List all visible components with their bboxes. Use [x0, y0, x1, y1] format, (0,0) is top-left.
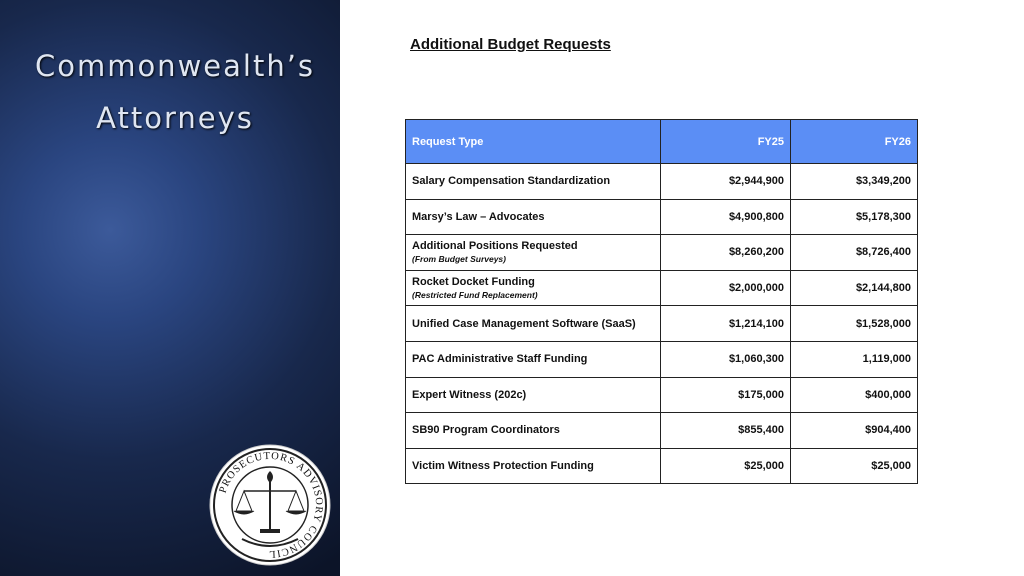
fy25-cell: $25,000	[660, 447, 791, 485]
header-cell: Request Type	[405, 119, 661, 164]
fy26-cell: $25,000	[790, 447, 918, 485]
seal: PROSECUTORS ADVISORY COUNCIL	[209, 444, 331, 566]
request-type-cell: SB90 Program Coordinators	[405, 412, 661, 449]
fy26-cell: $8,726,400	[790, 234, 918, 271]
request-type: PAC Administrative Staff Funding	[412, 353, 588, 366]
table-row: PAC Administrative Staff Funding $1,060,3…	[405, 340, 918, 378]
fy25-cell: $855,400	[660, 412, 791, 449]
request-type-cell: Salary Compensation Standardization	[405, 163, 661, 200]
fy26-cell: $1,528,000	[790, 305, 918, 342]
request-type-cell: Marsy’s Law – Advocates	[405, 198, 661, 236]
table-row: Marsy’s Law – Advocates $4,900,800 $5,178,…	[405, 198, 918, 236]
request-note: (Restricted Fund Replacement)	[412, 290, 538, 301]
fy25-cell: $2,000,000	[660, 269, 791, 307]
request-type: Rocket Docket Funding	[412, 276, 535, 289]
table-row: Additional Positions Requested (From Budg…	[405, 234, 918, 271]
request-type: Victim Witness Protection Funding	[412, 460, 594, 473]
request-type-cell: Victim Witness Protection Funding	[405, 447, 661, 485]
request-type: Marsy’s Law – Advocates	[412, 210, 545, 223]
table-row: Salary Compensation Standardization $2,94…	[405, 163, 918, 200]
request-type-cell: Unified Case Management Software (SaaS)	[405, 305, 661, 342]
sidebar-title: Commonwealth’s Attorneys	[34, 49, 316, 135]
request-note: (From Budget Surveys)	[412, 254, 506, 265]
fy25-cell: $4,900,800	[660, 198, 791, 236]
fy26-cell: $904,400	[790, 412, 918, 449]
table-row: Expert Witness (202c) $175,000 $400,000	[405, 376, 918, 414]
heading: Additional Budget Requests	[410, 36, 611, 53]
table-row: Unified Case Management Software (SaaS) $…	[405, 305, 918, 342]
request-type: Unified Case Management Software (SaaS)	[412, 317, 636, 330]
fy26-cell: $2,144,800	[790, 269, 918, 307]
fy26-cell: $400,000	[790, 376, 918, 414]
fy25-cell: $175,000	[660, 376, 791, 414]
sidebar: Commonwealth’s Attorneys PROSECUTORS ADV…	[0, 0, 340, 576]
request-type: Expert Witness (202c)	[412, 388, 527, 401]
request-type-cell: PAC Administrative Staff Funding	[405, 340, 661, 378]
fy25-cell: $2,944,900	[660, 163, 791, 200]
fy26-cell: $3,349,200	[790, 163, 918, 200]
header-cell: FY26	[790, 119, 918, 164]
request-type: Salary Compensation Standardization	[412, 175, 611, 188]
budget-table: Request Type FY25 FY26 Salary Compensati…	[405, 119, 918, 485]
fy25-cell: $8,260,200	[660, 234, 791, 271]
request-type: Additional Positions Requested	[412, 240, 578, 253]
fy26-cell: $5,178,300	[790, 198, 918, 236]
fy26-cell: 1,119,000	[790, 340, 918, 378]
fy25-cell: $1,060,300	[660, 340, 791, 378]
fy25-cell: $1,214,100	[660, 305, 791, 342]
header-cell: FY25	[660, 119, 791, 164]
table-row: Rocket Docket Funding (Restricted Fund Re…	[405, 269, 918, 307]
request-type: SB90 Program Coordinators	[412, 424, 560, 437]
request-type-cell: Additional Positions Requested (From Budg…	[405, 234, 661, 271]
request-type-cell: Expert Witness (202c)	[405, 376, 661, 414]
request-type-cell: Rocket Docket Funding (Restricted Fund Re…	[405, 269, 661, 307]
table-row: Victim Witness Protection Funding $25,000…	[405, 447, 918, 485]
table-row: SB90 Program Coordinators $855,400 $904,40…	[405, 412, 918, 449]
